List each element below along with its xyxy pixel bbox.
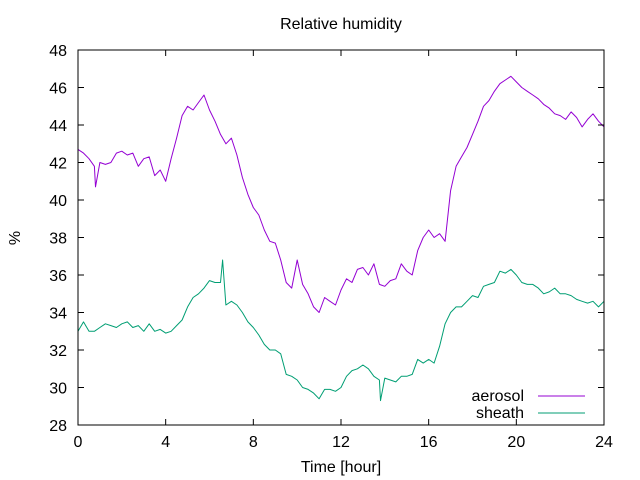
y-axis-label: %: [7, 231, 24, 245]
y-tick-label: 32: [49, 343, 67, 360]
x-tick-label: 20: [507, 434, 525, 451]
series-line-sheath: [77, 259, 605, 402]
y-tick-label: 38: [49, 231, 67, 248]
y-tick-label: 48: [49, 43, 67, 60]
y-tick-label: 34: [49, 306, 67, 323]
y-tick-label: 42: [49, 156, 67, 173]
plot-frame: [77, 49, 605, 426]
y-tick-label: 30: [49, 381, 67, 398]
plot-lines: [77, 75, 605, 402]
legend-label-aerosol: aerosol: [472, 388, 524, 405]
x-tick-label: 0: [74, 434, 83, 451]
x-tick-label: 4: [161, 434, 170, 451]
x-tick-label: 8: [249, 434, 258, 451]
y-tick-label: 28: [49, 418, 67, 435]
chart-title: Relative humidity: [280, 16, 402, 33]
x-tick-label: 12: [332, 434, 350, 451]
legend-label-sheath: sheath: [476, 405, 524, 422]
y-tick-label: 44: [49, 118, 67, 135]
y-tick-label: 40: [49, 193, 67, 210]
y-tick-label: 36: [49, 268, 67, 285]
x-axis-label: Time [hour]: [301, 459, 381, 476]
y-tick-label: 46: [49, 81, 67, 98]
x-tick-label: 24: [595, 434, 613, 451]
x-tick-label: 16: [420, 434, 438, 451]
series-line-aerosol: [77, 75, 605, 313]
